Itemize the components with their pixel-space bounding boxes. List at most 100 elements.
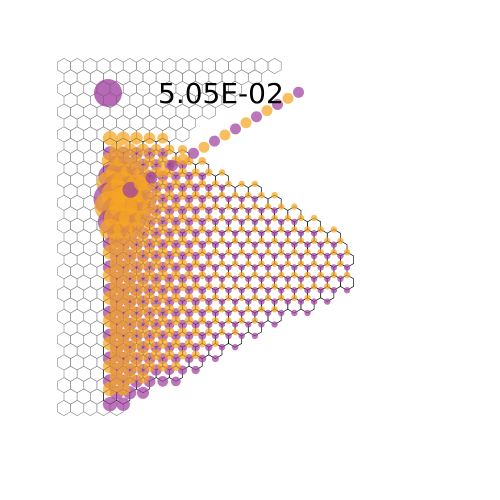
orange-site-dot [123, 234, 137, 248]
purple-site-dot [218, 298, 226, 305]
orange-site-dot [177, 281, 188, 292]
purple-site-dot [191, 251, 200, 261]
orange-site-dot [238, 226, 245, 233]
orange-site-dot [238, 249, 245, 256]
orange-site-dot [317, 226, 324, 233]
orange-site-dot [150, 235, 162, 247]
purple-site-dot [324, 275, 331, 282]
purple-site-dot [231, 252, 239, 260]
orange-site-dot [337, 237, 344, 244]
orange-site-dot [218, 214, 226, 222]
orange-site-dot [157, 132, 169, 144]
orange-site-dot [297, 283, 305, 290]
orange-site-dot [157, 269, 169, 281]
edge-site-dot [261, 105, 273, 117]
orange-site-dot [191, 282, 200, 291]
edge-site-dot [240, 117, 252, 129]
purple-site-dot [278, 287, 285, 294]
purple-site-dot [258, 230, 265, 237]
purple-site-dot [297, 252, 305, 260]
orange-site-dot [102, 131, 118, 146]
orange-site-dot [291, 271, 298, 279]
orange-site-dot [284, 260, 291, 267]
orange-site-dot [211, 180, 219, 188]
orange-site-dot [102, 381, 118, 397]
purple-site-dot [184, 171, 194, 181]
purple-site-dot [198, 172, 207, 181]
orange-site-dot [211, 294, 219, 302]
orange-site-dot [109, 256, 124, 271]
purple-site-dot [271, 321, 278, 328]
orange-site-dot [225, 226, 232, 233]
edge-site-dot [272, 99, 283, 110]
orange-site-dot [198, 316, 207, 325]
purple-site-dot [102, 397, 118, 412]
purple-site-dot [337, 275, 344, 282]
orange-site-dot [150, 303, 162, 315]
purple-site-dot [218, 184, 226, 191]
purple-site-dot [184, 262, 194, 272]
purple-site-dot [291, 241, 298, 248]
purple-site-dot [330, 241, 338, 248]
orange-site-dot [116, 291, 130, 305]
orange-site-dot [134, 209, 152, 227]
orange-site-dot [251, 180, 259, 187]
purple-site-dot [205, 320, 213, 329]
orange-site-dot [258, 306, 265, 313]
orange-site-dot [271, 260, 278, 267]
orange-site-dot [278, 249, 285, 256]
orange-site-dot [177, 213, 188, 223]
orange-site-dot [177, 304, 188, 314]
orange-site-dot [184, 270, 194, 280]
purple-site-dot [251, 195, 259, 203]
purple-site-dot [198, 263, 207, 272]
orange-site-dot [258, 283, 265, 290]
orange-site-dot [330, 226, 338, 233]
purple-site-dot [278, 309, 285, 317]
purple-site-dot [211, 263, 219, 271]
purple-site-dot [238, 309, 245, 317]
orange-site-dot [264, 203, 272, 210]
purple-site-dot [251, 241, 259, 248]
orange-site-dot [343, 249, 351, 256]
orange-site-dot [123, 325, 137, 339]
edge-site-dot [167, 160, 178, 171]
purple-site-dot [264, 287, 272, 294]
orange-site-dot [231, 328, 239, 336]
purple-site-dot [258, 321, 265, 328]
orange-site-dot [191, 213, 200, 223]
orange-site-dot [177, 190, 188, 200]
purple-site-dot [205, 297, 213, 306]
orange-site-dot [291, 203, 298, 210]
purple-site-dot [198, 354, 207, 363]
edge-site-dot [156, 166, 168, 178]
orange-site-dot [184, 293, 194, 303]
orange-site-dot [211, 339, 219, 347]
purple-site-dot [184, 308, 194, 318]
orange-site-dot [164, 326, 175, 338]
purple-site-dot [231, 207, 239, 214]
purple-site-dot [205, 275, 213, 283]
purple-site-dot [343, 287, 351, 294]
edge-site-dot [145, 171, 158, 184]
orange-site-dot [211, 248, 219, 256]
orange-site-dot [205, 214, 213, 222]
orange-site-dot [130, 337, 143, 350]
orange-site-dot [218, 169, 226, 176]
orange-site-dot [225, 271, 232, 279]
purple-site-dot [284, 230, 291, 237]
site-amplitude-dots [93, 86, 351, 412]
orange-site-dot [317, 249, 324, 256]
orange-site-dot [164, 190, 175, 201]
orange-site-dot [171, 201, 181, 212]
orange-site-dot [198, 339, 207, 348]
purple-site-dot [330, 264, 338, 271]
orange-site-dot [143, 155, 156, 167]
purple-site-dot [198, 309, 207, 317]
orange-site-dot [205, 237, 213, 245]
orange-site-dot [225, 294, 232, 301]
orange-site-dot [109, 325, 124, 339]
orange-site-dot [251, 271, 259, 279]
orange-site-dot [218, 328, 226, 336]
orange-site-dot [337, 260, 344, 267]
